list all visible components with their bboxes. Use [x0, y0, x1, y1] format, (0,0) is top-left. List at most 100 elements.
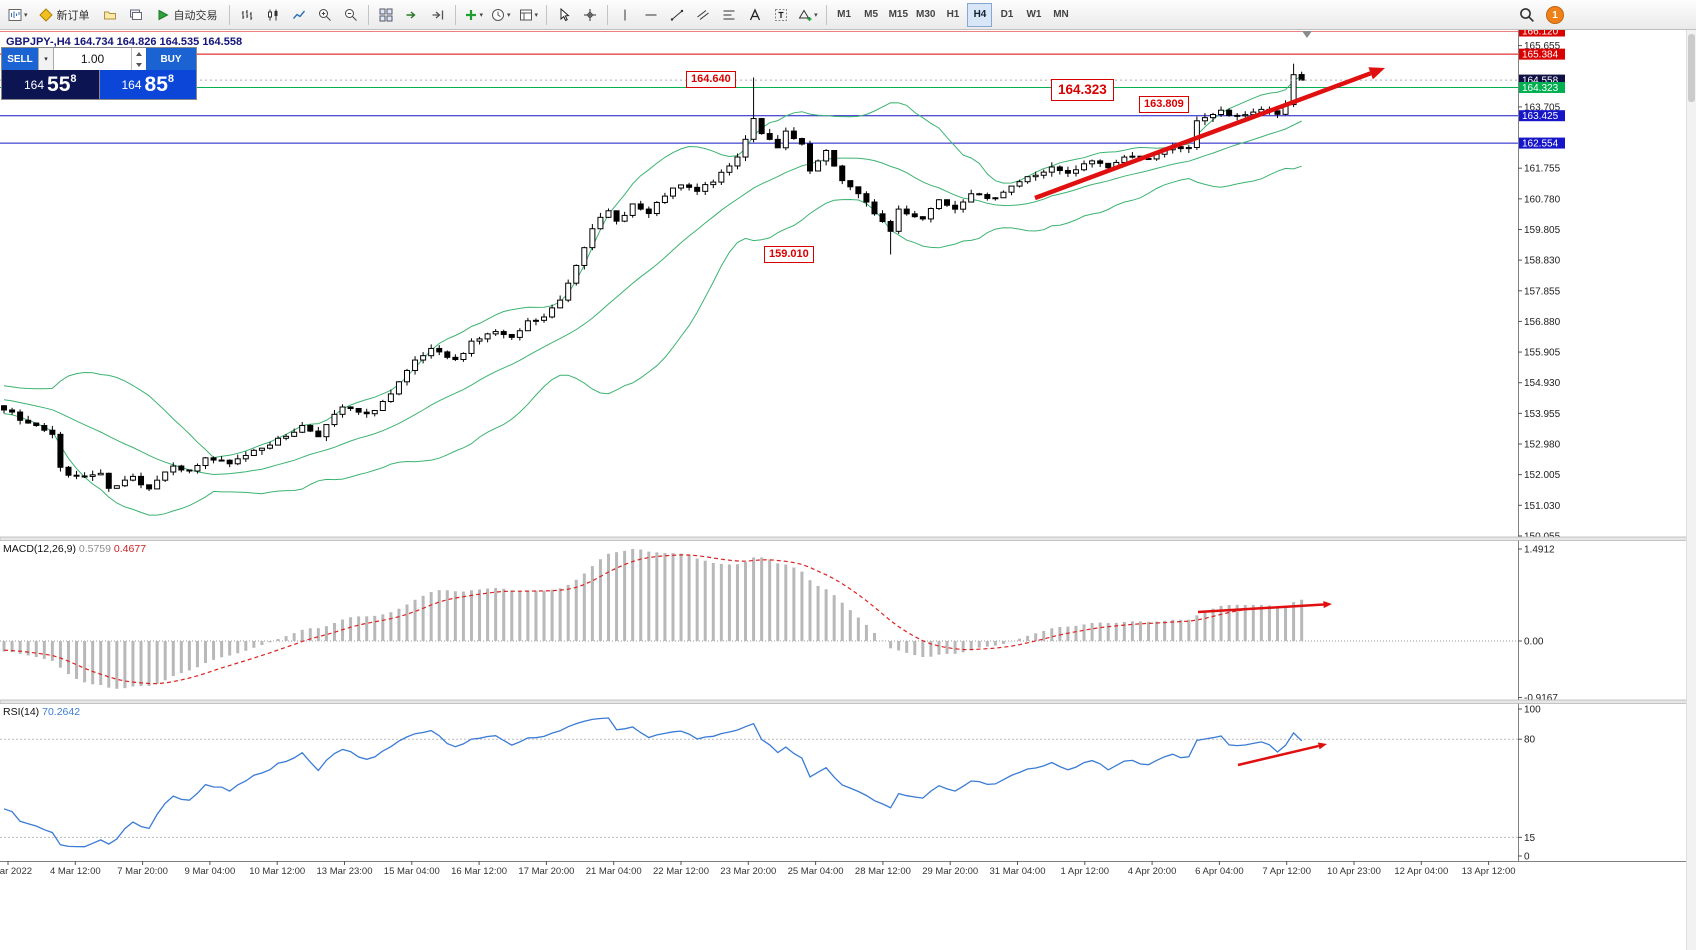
- timeframe-button-w1[interactable]: W1: [1021, 3, 1046, 27]
- periods-button[interactable]: ▾: [488, 3, 514, 27]
- crosshair-button[interactable]: [578, 3, 602, 27]
- vertical-line-tool-button[interactable]: [613, 3, 637, 27]
- price-annotation[interactable]: 163.809: [1139, 96, 1189, 113]
- timeframe-button-h1[interactable]: H1: [940, 3, 965, 27]
- notification-badge[interactable]: 1: [1546, 6, 1564, 24]
- text-a-icon: [748, 7, 762, 22]
- time-tick-label: 4 Mar 2022: [0, 866, 32, 877]
- timeframe-button-d1[interactable]: D1: [994, 3, 1019, 27]
- fibonacci-icon: [722, 8, 736, 22]
- sell-button[interactable]: SELL: [2, 48, 38, 70]
- scrollbar-thumb[interactable]: [1688, 34, 1695, 102]
- zoom-out-icon: [344, 8, 358, 22]
- shapes-tool-button[interactable]: ▾: [795, 3, 821, 27]
- time-tick-label: 7 Mar 20:00: [117, 866, 168, 877]
- charts-list-button[interactable]: [124, 3, 148, 27]
- price-annotation[interactable]: 164.640: [686, 71, 736, 88]
- price-tick-label: 165.655: [1524, 41, 1561, 52]
- time-tick-label: 4 Apr 20:00: [1128, 866, 1177, 877]
- buy-button[interactable]: BUY: [146, 48, 196, 70]
- tile-windows-button[interactable]: [374, 3, 398, 27]
- sell-price[interactable]: 164 55 8: [2, 70, 99, 99]
- folder-icon: [103, 8, 117, 22]
- dropdown-arrow-icon: ▾: [479, 11, 484, 19]
- rsi-tick-label: 80: [1524, 735, 1536, 746]
- timeframe-button-h4[interactable]: H4: [967, 2, 993, 27]
- timeframe-button-m5[interactable]: M5: [859, 3, 884, 27]
- bar-chart-mode-button[interactable]: [235, 3, 259, 27]
- candlestick-mode-button[interactable]: [261, 3, 285, 27]
- fibonacci-tool-button[interactable]: [717, 3, 741, 27]
- profiles-button[interactable]: [98, 3, 122, 27]
- zoom-out-button[interactable]: [339, 3, 363, 27]
- timeframe-button-m1[interactable]: M1: [832, 3, 857, 27]
- time-tick-label: 22 Mar 12:00: [653, 866, 709, 877]
- new-chart-button[interactable]: ▾: [5, 3, 31, 27]
- volume-down-icon[interactable]: [132, 59, 146, 70]
- timeframe-button-group: M1 M5 M15 M30 H1 H4 D1 W1 MN: [831, 2, 1075, 27]
- order-type-dropdown[interactable]: ▾: [38, 48, 54, 70]
- macd-signal-value: 0.4677: [113, 543, 147, 555]
- bollinger-upper: [3, 75, 1302, 459]
- buy-price[interactable]: 164 85 8: [99, 70, 196, 99]
- text-tool-button[interactable]: [743, 3, 767, 27]
- time-tick-label: 7 Apr 12:00: [1262, 866, 1311, 877]
- horizontal-line-tool-button[interactable]: [639, 3, 663, 27]
- time-tick-label: 12 Apr 04:00: [1394, 866, 1448, 877]
- price-annotation[interactable]: 164.323: [1051, 79, 1114, 101]
- template-icon: [519, 8, 533, 22]
- chart-shift-icon: [431, 8, 445, 22]
- time-tick-label: 16 Mar 12:00: [451, 866, 507, 877]
- label-tool-button[interactable]: [769, 3, 793, 27]
- toolbar-right-group: 1: [1514, 3, 1564, 27]
- volume-stepper[interactable]: [131, 48, 146, 70]
- time-tick-label: 25 Mar 04:00: [788, 866, 844, 877]
- trendline-tool-button[interactable]: [665, 3, 689, 27]
- volume-input[interactable]: [54, 48, 131, 70]
- search-button[interactable]: [1515, 3, 1539, 27]
- vertical-scrollbar[interactable]: [1686, 0, 1696, 950]
- timeframe-button-m15[interactable]: M15: [886, 3, 911, 27]
- cursor-icon: [557, 7, 571, 22]
- volume-up-icon[interactable]: [132, 48, 146, 59]
- auto-scroll-button[interactable]: [400, 3, 424, 27]
- price-line-label: 166.120: [1522, 27, 1559, 38]
- chart-shift-button[interactable]: [426, 3, 450, 27]
- timeframe-button-m30[interactable]: M30: [913, 3, 938, 27]
- candlestick-icon: [266, 8, 280, 22]
- time-tick-label: 13 Apr 12:00: [1462, 866, 1516, 877]
- bar-chart-icon: [240, 8, 254, 22]
- line-chart-mode-button[interactable]: [287, 3, 311, 27]
- dropdown-arrow-icon: ▾: [534, 11, 539, 19]
- price-line-label: 163.425: [1522, 111, 1559, 122]
- auto-scroll-icon: [405, 8, 419, 22]
- cursor-button[interactable]: [552, 3, 576, 27]
- tile-windows-icon: [379, 8, 393, 22]
- rsi-line: [3, 717, 1303, 848]
- toolbar-separator: [607, 4, 609, 25]
- time-tick-label: 10 Apr 23:00: [1327, 866, 1381, 877]
- toolbar-separator: [228, 4, 230, 25]
- time-tick-label: 10 Mar 12:00: [249, 866, 305, 877]
- price-line-label: 162.554: [1522, 139, 1559, 150]
- price-tick-label: 160.780: [1524, 194, 1561, 205]
- autotrading-label: 自动交易: [173, 9, 218, 22]
- price-annotation[interactable]: 159.010: [764, 246, 814, 263]
- price-line-label: 164.323: [1522, 83, 1559, 94]
- time-tick-label: 15 Mar 04:00: [384, 866, 440, 877]
- indicators-button[interactable]: ▾: [461, 3, 487, 27]
- new-order-button[interactable]: 新订单: [33, 3, 96, 27]
- timeframe-button-mn[interactable]: MN: [1048, 3, 1073, 27]
- macd-name: MACD(12,26,9): [3, 543, 76, 555]
- vertical-line-icon: [618, 8, 632, 22]
- line-chart-icon: [292, 8, 306, 22]
- time-tick-label: 1 Apr 12:00: [1060, 866, 1109, 877]
- autotrading-button[interactable]: 自动交易: [150, 3, 224, 27]
- templates-button[interactable]: ▾: [516, 3, 542, 27]
- zoom-in-button[interactable]: [313, 3, 337, 27]
- channel-tool-button[interactable]: [691, 3, 715, 27]
- macd-main-value: 0.5759: [78, 543, 111, 555]
